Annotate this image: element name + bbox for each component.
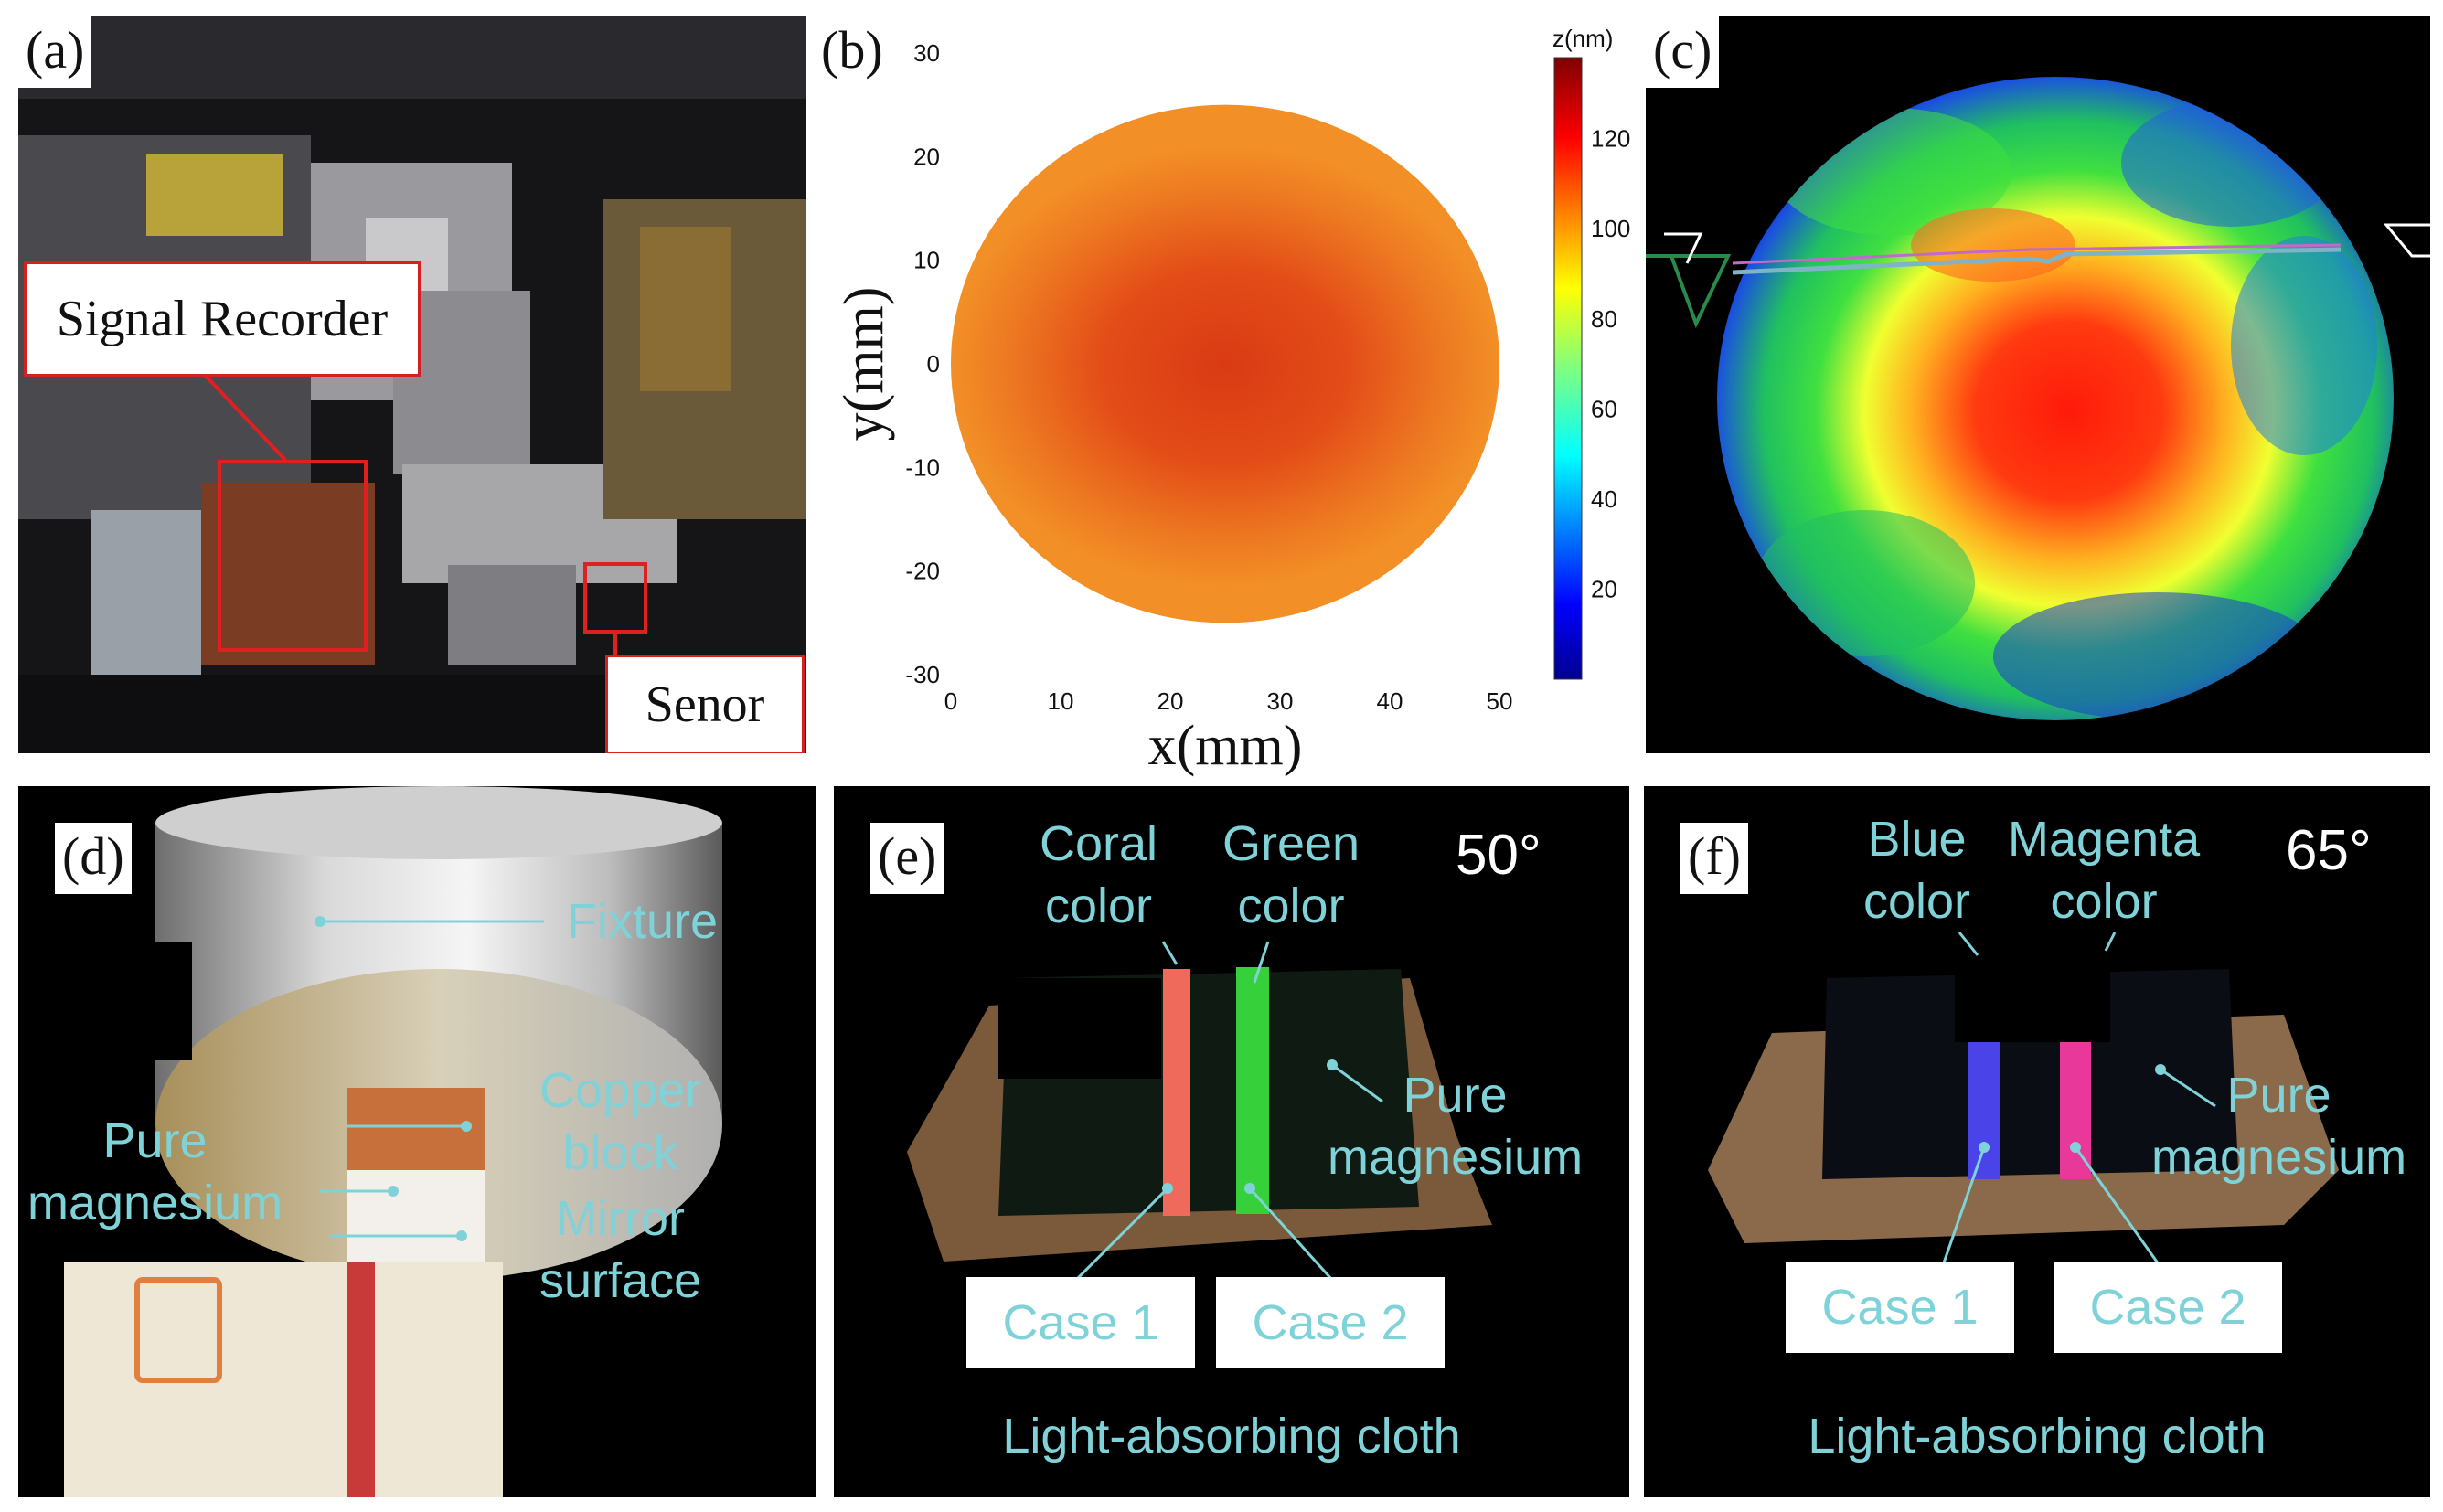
green-color-label: Green color [1222,814,1360,937]
panel-d: Fixture Copper block Pure magnesium Mirr… [18,786,816,1497]
blue-color-label: Blue color [1863,809,1970,932]
colorbar-tick-label: 120 [1591,125,1630,153]
blue-color-line-2: color [1863,873,1971,929]
y-tick-label: -20 [905,558,940,585]
magenta-color-label: Magenta color [2008,809,2200,932]
case-2-label: Case 2 [2054,1262,2282,1353]
pure-magnesium-label: Pure magnesium [27,1111,283,1234]
blue-stripe [1968,1042,2000,1179]
green-stripe [1236,967,1269,1214]
fixture-photo [18,786,722,1497]
y-tick-label: 30 [913,39,940,67]
colorbar [1553,57,1583,680]
colorbar-label: z(nm) [1552,25,1613,52]
pure-magnesium-line-2: magnesium [27,1175,283,1230]
pure-magnesium-line-2: magnesium [1328,1129,1584,1185]
y-tick-label: 10 [913,247,940,274]
panel-label-a: (a) [18,16,92,88]
sample-photo-50deg [907,967,1492,1262]
y-tick-label: 0 [927,350,940,378]
y-tick-label: -10 [905,453,940,481]
f-callout-lines [1939,932,2216,1272]
pure-magnesium-line-1: Pure [2226,1068,2331,1123]
panel-a: Signal Recorder Senor (a) [18,16,806,753]
y-ticks: 30 20 10 0 -10 -20 -30 [905,39,940,688]
y-tick-label: -30 [905,661,940,688]
panel-e: Coral color Green color 50° Pure magnesi… [834,786,1629,1497]
d-callout-lines [315,916,544,1241]
cloth-caption: Light-absorbing cloth [1808,1409,2267,1464]
signal-recorder-label: Signal Recorder [24,261,421,377]
pure-magnesium-label: Pure magnesium [1328,1065,1583,1188]
x-tick-label: 10 [1048,687,1074,715]
mirror-surface-line-1: Mirror [556,1191,686,1246]
colorbar-ticks: 120 100 80 60 40 20 [1591,125,1630,603]
panel-label-e: (e) [870,823,944,894]
copper-block-line-2: block [562,1124,678,1180]
interferometer-map [1646,77,2430,720]
colorbar-tick-label: 40 [1591,485,1617,513]
x-axis-label: x(mm) [1148,715,1303,777]
sample-photo-65deg [1708,969,2339,1243]
green-color-line-2: color [1237,878,1345,933]
colorbar-tick-label: 100 [1591,215,1630,242]
coral-color-line-1: Coral [1040,816,1158,871]
sensor-highlight [583,562,647,634]
e-callout-lines [1074,941,1383,1282]
x-tick-label: 50 [1487,687,1513,715]
case-1-label: Case 1 [1786,1262,2014,1353]
callout-lines [199,369,617,655]
angle-label: 50° [1456,824,1542,887]
magenta-color-line-1: Magenta [2008,812,2201,867]
copper-block-label: Copper block [539,1060,701,1184]
cloth-caption: Light-absorbing cloth [1002,1409,1461,1464]
x-tick-label: 20 [1157,687,1184,715]
angle-label: 65° [2286,819,2372,882]
panel-label-c: (c) [1646,16,1720,88]
signal-recorder-highlight [218,460,368,652]
panel-label-d: (d) [55,823,132,894]
coral-color-label: Coral color [1040,814,1157,937]
coral-color-line-2: color [1045,878,1153,933]
x-tick-label: 0 [944,687,957,715]
colorbar-tick-label: 60 [1591,395,1617,422]
x-tick-label: 30 [1267,687,1294,715]
pure-magnesium-label: Pure magnesium [2151,1065,2406,1188]
sensor-label: Senor [605,655,805,753]
blue-color-line-1: Blue [1867,812,1967,867]
mirror-surface-label: Mirror surface [539,1188,701,1312]
panel-f: Blue color Magenta color 65° Pure magnes… [1644,786,2430,1497]
coral-stripe [1163,969,1190,1216]
measured-disk [951,104,1499,623]
x-ticks: 0 10 20 30 40 50 [944,687,1513,715]
fixture-label: Fixture [567,894,719,949]
colorbar-tick-label: 20 [1591,575,1617,602]
pure-magnesium-line-1: Pure [102,1113,208,1168]
y-axis-label: y(mm) [833,287,895,442]
copper-block-line-1: Copper [539,1063,702,1118]
case-1-label: Case 1 [966,1277,1195,1368]
magenta-stripe [2060,1042,2091,1179]
panel-b: 0 10 20 30 40 50 30 20 10 0 -10 -20 -30 120 100 80 60 4… [814,16,1637,784]
y-tick-label: 20 [913,143,940,170]
pure-magnesium-line-1: Pure [1403,1068,1508,1123]
panel-c: (c) [1646,16,2430,753]
panel-label-b: (b) [814,16,891,88]
pure-magnesium-line-2: magnesium [2151,1129,2407,1185]
green-color-line-1: Green [1222,816,1360,871]
magenta-color-line-2: color [2050,873,2158,929]
x-tick-label: 40 [1377,687,1403,715]
mirror-surface-line-2: surface [539,1252,702,1308]
case-2-label: Case 2 [1216,1277,1445,1368]
panel-label-f: (f) [1680,823,1748,894]
colorbar-tick-label: 80 [1591,305,1617,333]
